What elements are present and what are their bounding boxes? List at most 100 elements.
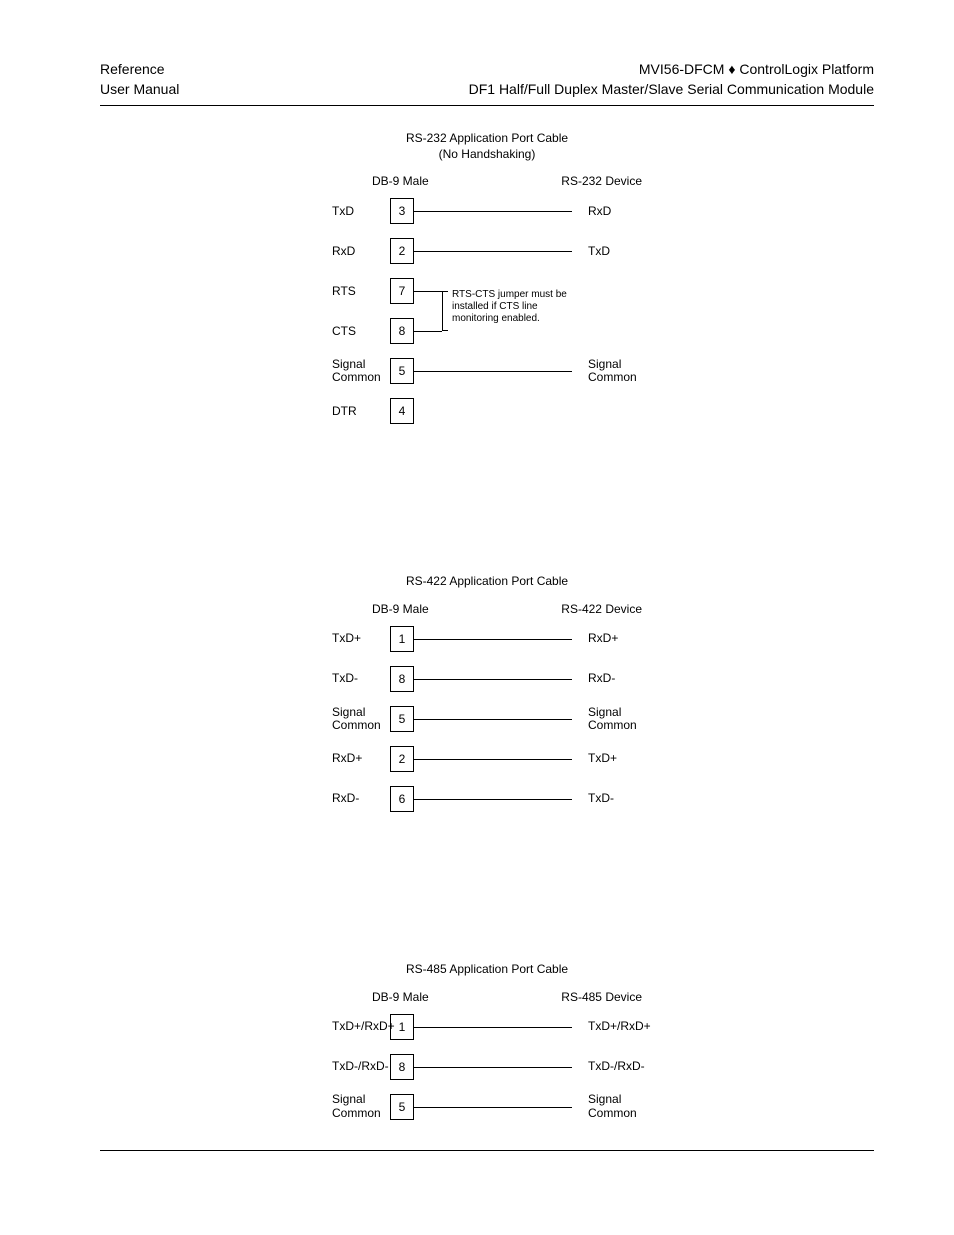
pin-row: TxD3 RxD (332, 198, 642, 224)
right-column-header: RS-485 Device (561, 990, 642, 1004)
pin-left-label: TxD-/RxD- (332, 1060, 390, 1073)
right-column-header: RS-422 Device (561, 602, 642, 616)
pin-right-label: Signal Common (582, 706, 642, 732)
pin-number-box: 5 (390, 706, 414, 732)
wire-area (414, 1054, 582, 1080)
pin-left-label: TxD+ (332, 632, 390, 645)
pin-left-label: Signal Common (332, 1093, 390, 1119)
pin-left-label: RxD+ (332, 752, 390, 765)
pin-right-label: Signal Common (582, 1093, 642, 1119)
right-column-header: RS-232 Device (561, 174, 642, 188)
column-headers: DB-9 Male RS-422 Device (332, 602, 642, 616)
cable-diagram: RS-485 Application Port Cable DB-9 Male RS… (332, 962, 642, 1120)
wire-area (414, 358, 582, 384)
pin-row: RxD-6 TxD- (332, 786, 642, 812)
pin-left-label: DTR (332, 405, 390, 418)
pin-number-box: 5 (390, 1094, 414, 1120)
pin-left-label: RTS (332, 285, 390, 298)
wire-area (414, 1094, 582, 1120)
wire-area (414, 238, 582, 264)
wire-area (414, 786, 582, 812)
pin-left-label: RxD (332, 245, 390, 258)
pin-right-label: RxD+ (582, 632, 642, 645)
wire-area (414, 198, 582, 224)
header-right-line1: MVI56-DFCM ♦ ControlLogix Platform (469, 60, 874, 80)
wire-line (414, 799, 572, 800)
pin-row: RxD2 TxD (332, 238, 642, 264)
pin-rows: TxD3RxDRxD2TxDRTS7CTS8Signal Common5Sign… (332, 198, 642, 424)
pin-left-label: TxD (332, 205, 390, 218)
pin-left-label: Signal Common (332, 706, 390, 732)
cable-diagram: RS-232 Application Port Cable(No Handsha… (332, 131, 642, 424)
pin-left-label: RxD- (332, 792, 390, 805)
wire-area (414, 706, 582, 732)
left-column-header: DB-9 Male (332, 174, 429, 188)
pin-row: TxD-8 RxD- (332, 666, 642, 692)
page-header: Reference User Manual MVI56-DFCM ♦ Contr… (100, 60, 874, 99)
pin-left-label: Signal Common (332, 358, 390, 384)
diagram-title: RS-232 Application Port Cable(No Handsha… (332, 131, 642, 162)
pin-right-label: TxD-/RxD- (582, 1060, 642, 1073)
pin-number-box: 6 (390, 786, 414, 812)
pin-number-box: 1 (390, 1014, 414, 1040)
pin-row: RxD+2 TxD+ (332, 746, 642, 772)
pin-right-label: TxD+ (582, 752, 642, 765)
wire-area (414, 398, 582, 424)
pin-left-label: TxD+/RxD+ (332, 1020, 390, 1033)
pin-number-box: 8 (390, 666, 414, 692)
jumper-bracket (442, 291, 448, 331)
column-headers: DB-9 Male RS-485 Device (332, 990, 642, 1004)
header-divider (100, 105, 874, 106)
pin-left-label: CTS (332, 325, 390, 338)
pin-rows: TxD+1RxD+TxD-8RxD-Signal Common5Signal C… (332, 626, 642, 812)
pin-right-label: RxD- (582, 672, 642, 685)
wire-line (414, 1067, 572, 1068)
wire-line (414, 1027, 572, 1028)
pin-right-label: RxD (582, 205, 642, 218)
pin-number-box: 3 (390, 198, 414, 224)
header-left-line1: Reference (100, 60, 179, 80)
wire-line (414, 679, 572, 680)
wire-area (414, 746, 582, 772)
pin-number-box: 2 (390, 238, 414, 264)
wire-stub (414, 291, 442, 292)
pin-number-box: 2 (390, 746, 414, 772)
left-column-header: DB-9 Male (332, 990, 429, 1004)
wire-line (414, 719, 572, 720)
wire-area (414, 1014, 582, 1040)
pin-row: Signal Common5Signal Common (332, 1094, 642, 1120)
header-right-line2: DF1 Half/Full Duplex Master/Slave Serial… (469, 80, 874, 100)
wire-line (414, 211, 572, 212)
wire-line (414, 371, 572, 372)
pin-right-label: TxD- (582, 792, 642, 805)
cable-diagram: RS-422 Application Port Cable DB-9 Male RS… (332, 574, 642, 812)
pin-rows: TxD+/RxD+1TxD+/RxD+TxD-/RxD-8TxD-/RxD-Si… (332, 1014, 642, 1120)
diagram-title: RS-485 Application Port Cable (332, 962, 642, 978)
pin-right-label: TxD+/RxD+ (582, 1020, 642, 1033)
pin-number-box: 7 (390, 278, 414, 304)
left-column-header: DB-9 Male (332, 602, 429, 616)
column-headers: DB-9 Male RS-232 Device (332, 174, 642, 188)
pin-left-label: TxD- (332, 672, 390, 685)
diagram-title: RS-422 Application Port Cable (332, 574, 642, 590)
wire-area (414, 666, 582, 692)
pin-right-label: Signal Common (582, 358, 642, 384)
pin-number-box: 8 (390, 1054, 414, 1080)
pin-number-box: 4 (390, 398, 414, 424)
pin-row: TxD+/RxD+1TxD+/RxD+ (332, 1014, 642, 1040)
pin-row: Signal Common5Signal Common (332, 358, 642, 384)
wire-area (414, 626, 582, 652)
wire-line (414, 1107, 572, 1108)
pin-number-box: 5 (390, 358, 414, 384)
wire-line (414, 639, 572, 640)
wire-line (414, 759, 572, 760)
pin-number-box: 8 (390, 318, 414, 344)
header-left-line2: User Manual (100, 80, 179, 100)
jumper-note: RTS-CTS jumper must be installed if CTS … (452, 289, 582, 325)
pin-right-label: TxD (582, 245, 642, 258)
wire-stub (414, 331, 442, 332)
pin-row: Signal Common5Signal Common (332, 706, 642, 732)
footer-divider (100, 1150, 874, 1151)
pin-row: TxD-/RxD-8TxD-/RxD- (332, 1054, 642, 1080)
wire-line (414, 251, 572, 252)
